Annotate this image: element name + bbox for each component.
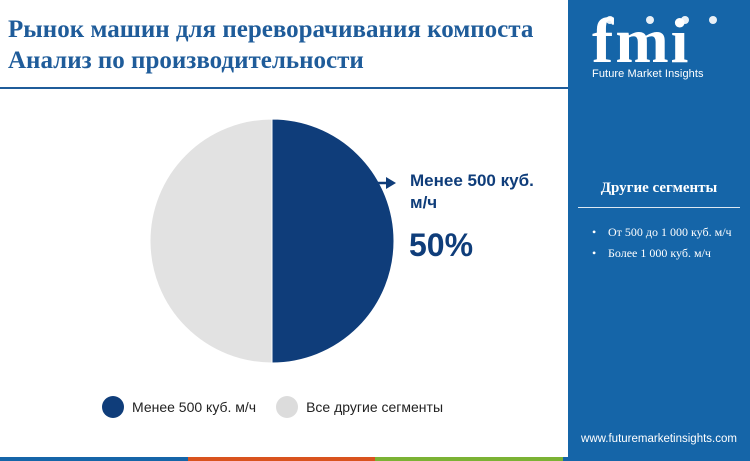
legend-swatch-others xyxy=(276,396,299,418)
website-link[interactable]: www.futuremarketinsights.com xyxy=(581,433,737,445)
footer-segment-2 xyxy=(187,457,375,461)
segments-divider xyxy=(578,207,740,208)
fmi-logo: fmi xyxy=(590,10,730,82)
footer-segment-4 xyxy=(562,457,750,461)
page-title: Рынок машин для переворачивания компоста… xyxy=(8,16,534,74)
title-divider xyxy=(0,87,568,89)
callout-label: Менее 500 куб. м/ч xyxy=(410,171,534,212)
chart-legend: Менее 500 куб. м/ч Все другие сегменты xyxy=(102,395,463,419)
footer-color-bar xyxy=(0,457,750,461)
segment-item-500-1000: От 500 до 1 000 куб. м/ч xyxy=(590,224,740,241)
footer-segment-1 xyxy=(0,457,188,461)
segments-list: От 500 до 1 000 куб. м/ч Более 1 000 куб… xyxy=(590,224,740,266)
callout-value: 50% xyxy=(409,227,474,263)
brand-name: Future Market Insights xyxy=(592,68,704,80)
legend-swatch-primary xyxy=(102,396,124,418)
legend-label-primary: Менее 500 куб. м/ч xyxy=(132,399,257,415)
segments-heading: Другие сегменты xyxy=(600,180,718,196)
pie-chart xyxy=(149,118,396,364)
callout-arrow xyxy=(375,177,396,189)
legend-item-primary: Менее 500 куб. м/ч xyxy=(102,396,256,418)
footer-segment-3 xyxy=(375,457,563,461)
segment-item-over-1000: Более 1 000 куб. м/ч xyxy=(590,245,740,262)
pie-slice-others xyxy=(149,118,273,364)
legend-label-others: Все другие сегменты xyxy=(306,399,444,415)
legend-item-others: Все другие сегменты xyxy=(276,396,443,418)
pie-slice-primary xyxy=(271,118,395,364)
